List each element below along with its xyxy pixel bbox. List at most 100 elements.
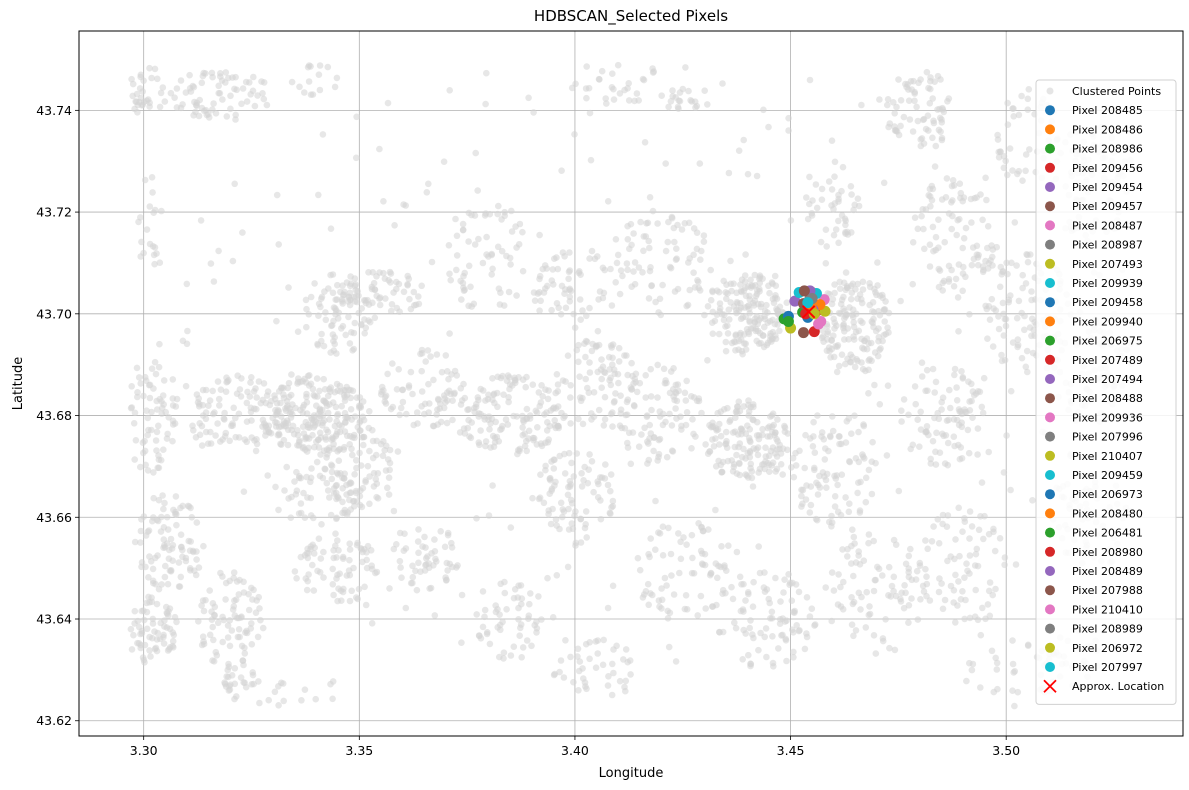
clustered-point [552,516,560,523]
clustered-point [671,238,678,246]
clustered-point [448,544,456,551]
clustered-point [953,231,960,239]
clustered-point [746,310,754,317]
clustered-point [988,295,996,303]
clustered-point [335,446,343,454]
clustered-point [318,521,325,528]
clustered-point [324,428,332,436]
clustered-point [986,579,994,586]
clustered-point [529,381,537,389]
clustered-point [644,219,652,227]
clustered-point [315,191,322,199]
clustered-point [460,380,467,388]
clustered-point [135,218,142,226]
clustered-point [823,323,831,330]
clustered-point [331,388,339,396]
clustered-point [277,399,284,407]
clustered-point [662,377,669,384]
clustered-point [613,642,620,650]
legend-label: Pixel 210410 [1072,603,1143,616]
clustered-point [950,182,958,189]
clustered-point [1018,92,1025,100]
clustered-point [418,282,426,290]
clustered-point [329,581,337,588]
clustered-point [289,422,297,430]
clustered-point [564,491,572,499]
clustered-point [1002,157,1009,165]
clustered-point [909,128,917,135]
legend-marker [1045,239,1055,250]
clustered-point [989,591,996,599]
clustered-point [165,414,172,421]
clustered-point [770,421,777,429]
clustered-point [823,470,831,478]
clustered-point [335,585,342,592]
clustered-point [709,603,717,610]
clustered-point [418,350,426,357]
clustered-point [499,618,506,626]
clustered-point [236,633,243,641]
clustered-point [283,463,291,471]
clustered-point [600,422,608,429]
clustered-point [489,375,496,382]
clustered-point [823,243,830,250]
clustered-point [879,337,886,345]
clustered-point [231,665,239,672]
clustered-point [144,431,151,439]
y-tick-label: 43.68 [36,408,72,423]
clustered-point [601,393,609,401]
clustered-point [941,238,948,246]
clustered-point [972,586,979,594]
clustered-point [252,385,259,392]
clustered-point [812,181,820,188]
clustered-point [498,216,505,223]
clustered-point [145,574,152,581]
clustered-point [755,469,762,476]
clustered-point [607,410,615,418]
clustered-point [321,386,329,393]
clustered-point [682,592,690,599]
clustered-point [745,412,752,419]
legend-label: Pixel 208485 [1072,104,1143,117]
clustered-point [354,539,361,547]
clustered-point [735,147,743,154]
clustered-point [566,249,573,256]
clustered-point [222,69,230,76]
y-tick-label: 43.74 [36,103,72,118]
clustered-point [556,668,563,676]
clustered-point [963,677,970,685]
clustered-point [356,449,363,457]
clustered-point [977,684,984,691]
clustered-point [607,487,614,495]
clustered-point [440,404,448,412]
clustered-point [742,630,749,637]
clustered-point [928,538,936,545]
clustered-point [224,634,232,641]
clustered-point [716,420,723,428]
clustered-point [926,241,934,248]
clustered-point [1021,326,1028,334]
clustered-point [624,444,632,451]
clustered-point [149,189,156,196]
clustered-point [272,483,279,491]
clustered-point [285,284,292,291]
clustered-point [669,93,676,100]
clustered-point [576,296,584,303]
clustered-point [583,534,590,541]
clustered-point [919,206,926,213]
clustered-point [343,572,351,579]
clustered-point [393,541,400,548]
clustered-point [733,451,740,459]
clustered-point [435,396,442,404]
clustered-point [395,366,403,373]
clustered-point [927,455,934,463]
clustered-point [716,300,724,307]
clustered-point [388,301,396,308]
clustered-point [595,406,603,414]
clustered-point [333,74,341,82]
clustered-point [315,312,322,320]
clustered-point [446,330,453,337]
clustered-point [966,614,974,622]
